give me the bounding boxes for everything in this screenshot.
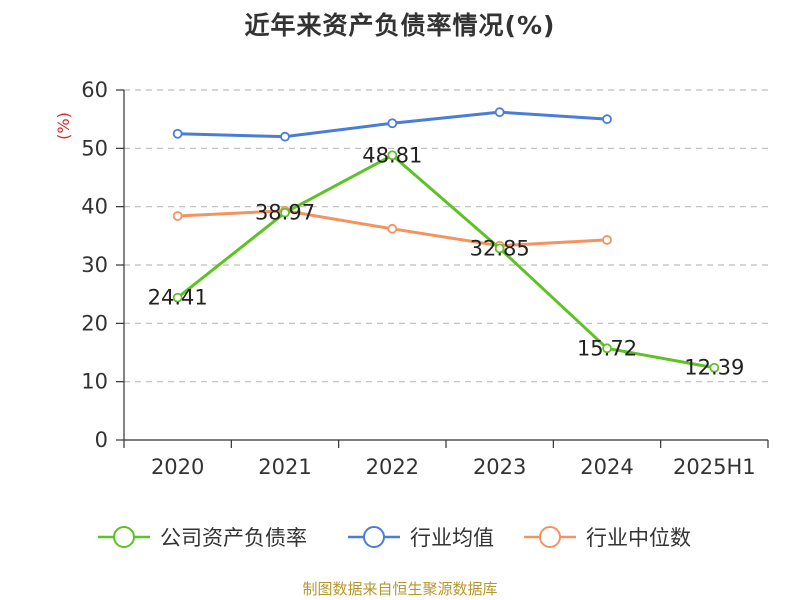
legend-label: 公司资产负债率 <box>160 526 307 550</box>
data-point <box>602 235 612 245</box>
y-tick-label: 60 <box>81 78 108 102</box>
data-label: 38.97 <box>255 201 315 225</box>
y-axis-unit-label: (%) <box>54 112 73 140</box>
chart-title: 近年来资产负债率情况(%) <box>244 11 556 40</box>
x-tick-label: 2021 <box>258 455 311 479</box>
data-point <box>172 292 183 303</box>
data-label: 24.41 <box>148 286 208 310</box>
data-label: 12.39 <box>684 356 744 380</box>
legend-marker <box>113 526 135 548</box>
legend-label: 行业均值 <box>410 526 494 550</box>
x-tick-label: 2020 <box>151 455 204 479</box>
legend-item-2[interactable]: 行业中位数 <box>524 526 691 550</box>
data-label: 15.72 <box>577 336 637 360</box>
y-tick-label: 40 <box>81 195 108 219</box>
legend-item-1[interactable]: 行业均值 <box>348 526 494 550</box>
data-point <box>387 118 398 129</box>
legend-item-0[interactable]: 公司资产负债率 <box>98 526 307 550</box>
y-tick-label: 20 <box>81 311 108 335</box>
x-tick-label: 2023 <box>473 455 526 479</box>
data-point <box>387 223 398 234</box>
legend-label: 行业中位数 <box>586 526 691 550</box>
y-tick-label: 10 <box>81 370 108 394</box>
data-label: 32.85 <box>470 236 530 260</box>
data-labels: 24.41 38.97 48.81 32.85 15.72 12.39 <box>148 143 745 379</box>
grid-lines <box>124 89 768 383</box>
y-tick-label: 0 <box>95 428 108 452</box>
x-tick-label: 2025H1 <box>673 455 756 479</box>
data-point <box>172 128 183 139</box>
data-point <box>709 362 720 373</box>
data-point <box>602 114 612 125</box>
source-note: 制图数据来自恒生聚源数据库 <box>302 580 498 598</box>
data-point <box>280 131 290 142</box>
y-tick-label: 50 <box>81 136 108 160</box>
legend-marker <box>363 526 385 548</box>
data-point <box>494 107 505 118</box>
data-point <box>387 150 398 161</box>
legend-marker <box>539 526 561 548</box>
data-point <box>602 343 612 354</box>
legend: 公司资产负债率 行业均值 行业中位数 <box>98 526 691 550</box>
x-tick-label: 2022 <box>366 455 419 479</box>
y-tick-label: 30 <box>81 253 108 277</box>
series-line-0 <box>176 153 715 370</box>
data-label: 48.81 <box>362 143 422 167</box>
data-point <box>494 243 505 254</box>
data-point <box>280 207 290 218</box>
x-tick-label: 2024 <box>580 455 633 479</box>
series-lines <box>172 107 720 373</box>
data-point <box>172 211 183 221</box>
axes: 0 10 20 30 40 50 60 2020 2021 2022 2023 2024 2025H1 <box>81 78 769 479</box>
